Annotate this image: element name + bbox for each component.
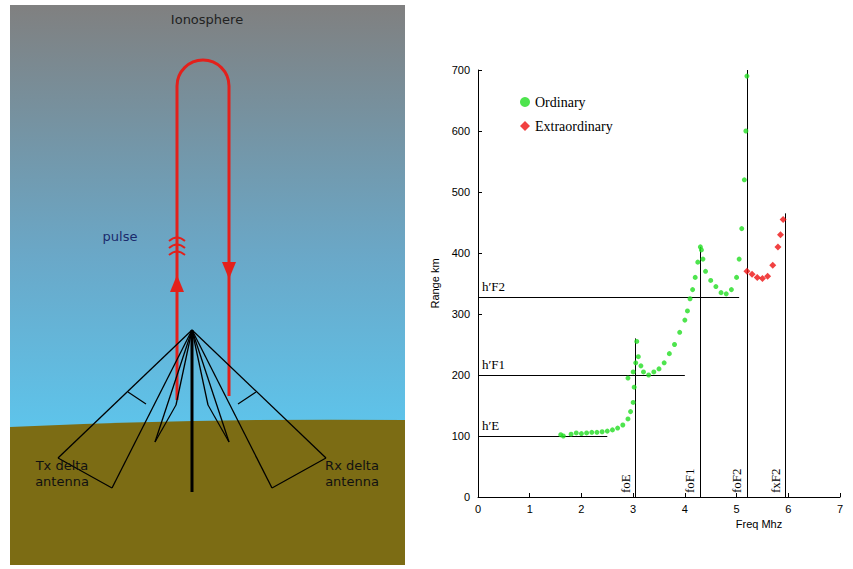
svg-text:5: 5 <box>734 503 740 515</box>
svg-text:pulse: pulse <box>103 229 138 244</box>
svg-text:foF2: foF2 <box>729 468 744 493</box>
svg-text:2: 2 <box>578 503 584 515</box>
svg-text:100: 100 <box>452 430 470 442</box>
svg-text:h′F1: h′F1 <box>482 357 505 372</box>
svg-text:3: 3 <box>630 503 636 515</box>
svg-text:Tx delta: Tx delta <box>35 458 89 473</box>
svg-text:foE: foE <box>618 474 633 493</box>
svg-text:Ionosphere: Ionosphere <box>171 12 243 27</box>
svg-text:700: 700 <box>452 64 470 76</box>
svg-text:Rx delta: Rx delta <box>325 458 379 473</box>
svg-text:h′E: h′E <box>482 418 499 433</box>
svg-text:antenna: antenna <box>35 474 89 489</box>
svg-text:Range km: Range km <box>429 258 441 308</box>
svg-text:500: 500 <box>452 186 470 198</box>
svg-text:antenna: antenna <box>325 474 379 489</box>
svg-text:200: 200 <box>452 369 470 381</box>
svg-text:6: 6 <box>785 503 791 515</box>
svg-text:fxF2: fxF2 <box>768 468 783 493</box>
svg-text:Ordinary: Ordinary <box>535 95 586 110</box>
svg-text:foF1: foF1 <box>682 468 697 493</box>
svg-text:4: 4 <box>682 503 688 515</box>
svg-text:1: 1 <box>527 503 533 515</box>
svg-text:0: 0 <box>464 491 470 503</box>
svg-text:Extraordinary: Extraordinary <box>535 119 613 134</box>
svg-text:h′F2: h′F2 <box>482 279 505 294</box>
svg-text:300: 300 <box>452 308 470 320</box>
svg-text:Freq Mhz: Freq Mhz <box>736 518 782 530</box>
svg-text:600: 600 <box>452 125 470 137</box>
svg-text:0: 0 <box>475 503 481 515</box>
svg-text:7: 7 <box>837 503 843 515</box>
svg-text:400: 400 <box>452 247 470 259</box>
